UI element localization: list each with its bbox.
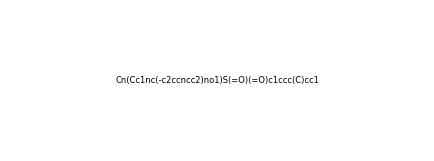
Text: Cn(Cc1nc(-c2ccncc2)no1)S(=O)(=O)c1ccc(C)cc1: Cn(Cc1nc(-c2ccncc2)no1)S(=O)(=O)c1ccc(C)…: [115, 76, 319, 85]
